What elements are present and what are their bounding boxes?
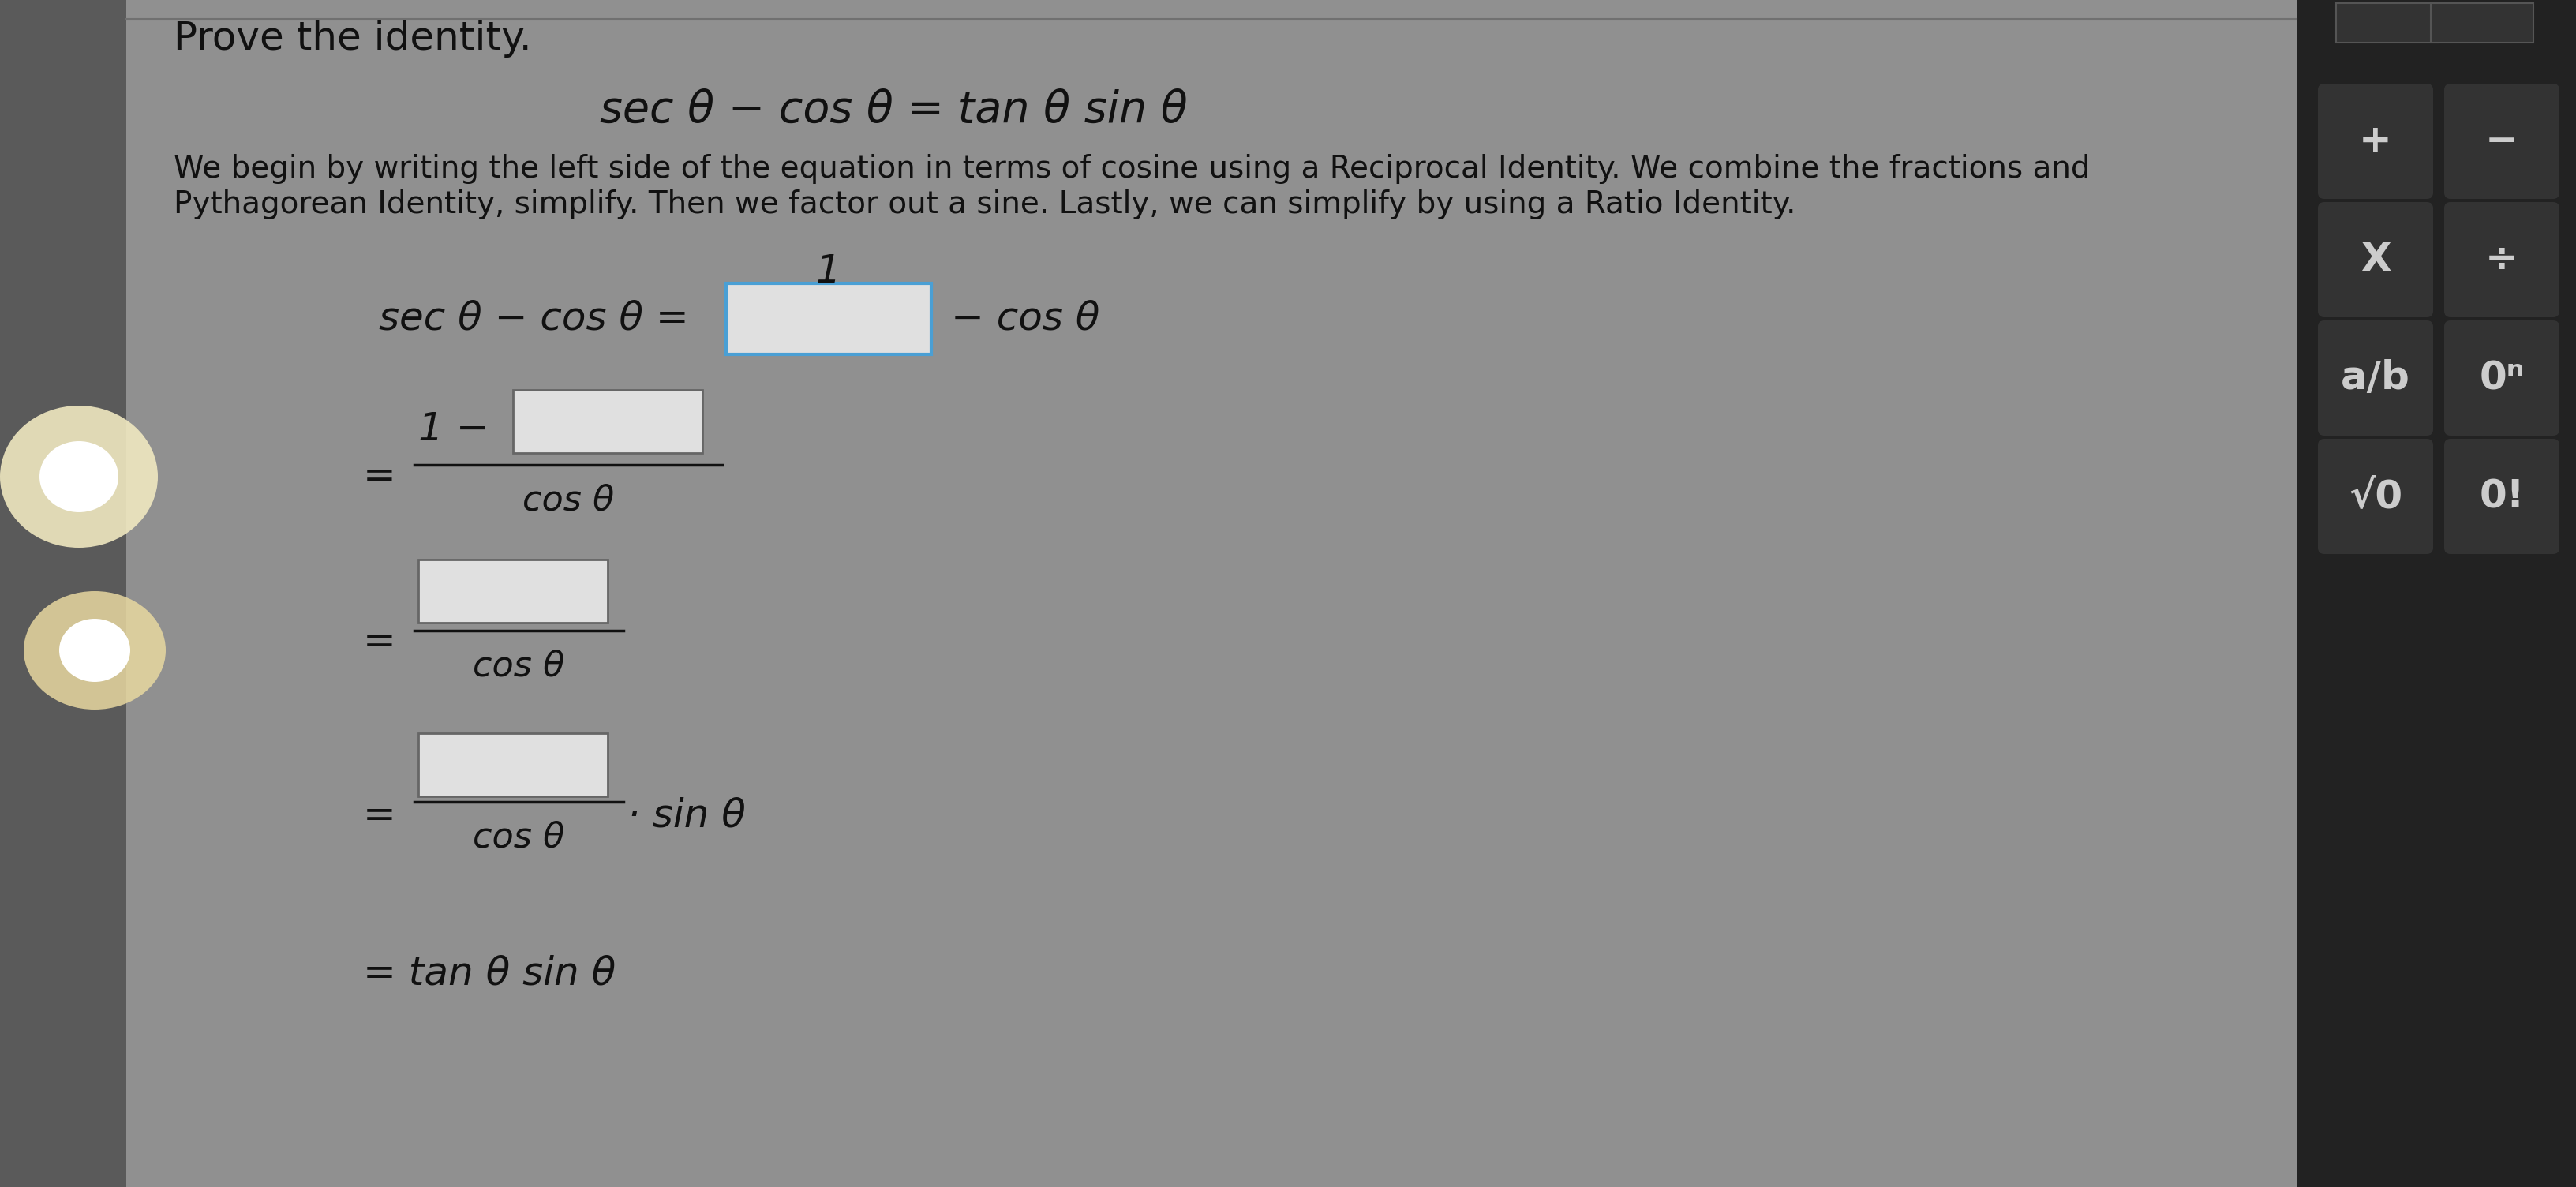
Text: 0!: 0!: [2478, 477, 2524, 515]
Text: −: −: [2486, 122, 2519, 160]
FancyBboxPatch shape: [2445, 202, 2561, 317]
FancyBboxPatch shape: [2318, 439, 2434, 554]
Text: a/b: a/b: [2342, 360, 2411, 396]
Text: = tan θ sin θ: = tan θ sin θ: [363, 956, 616, 992]
Text: We begin by writing the left side of the equation in terms of cosine using a Rec: We begin by writing the left side of the…: [173, 154, 2089, 184]
Text: sec θ − cos θ = tan θ sin θ: sec θ − cos θ = tan θ sin θ: [600, 89, 1188, 131]
FancyBboxPatch shape: [2445, 439, 2561, 554]
Bar: [126, 0, 2298, 1187]
Text: sec θ − cos θ =: sec θ − cos θ =: [379, 300, 688, 338]
Text: · sin θ: · sin θ: [629, 798, 744, 834]
Bar: [726, 284, 933, 355]
Bar: [417, 559, 608, 623]
Bar: [2336, 4, 2439, 43]
Text: =: =: [363, 458, 397, 496]
Text: =: =: [363, 798, 397, 834]
Bar: [0, 0, 237, 1187]
Text: 1: 1: [817, 253, 842, 291]
Text: cos θ: cos θ: [474, 649, 564, 683]
Bar: [2432, 4, 2532, 43]
Text: +: +: [2360, 122, 2393, 160]
Text: Prove the identity.: Prove the identity.: [173, 20, 531, 58]
Ellipse shape: [39, 442, 118, 513]
Bar: [2298, 0, 2576, 1187]
Ellipse shape: [23, 591, 165, 710]
Bar: [417, 734, 608, 796]
FancyBboxPatch shape: [2318, 83, 2434, 199]
FancyBboxPatch shape: [2318, 320, 2434, 436]
Ellipse shape: [59, 618, 131, 681]
Text: 1 −: 1 −: [417, 411, 489, 449]
Bar: [513, 389, 703, 453]
Text: 0ⁿ: 0ⁿ: [2478, 360, 2524, 396]
FancyBboxPatch shape: [2318, 202, 2434, 317]
Text: Pythagorean Identity, simplify. Then we factor out a sine. Lastly, we can simpli: Pythagorean Identity, simplify. Then we …: [173, 190, 1795, 220]
Text: X: X: [2360, 241, 2391, 279]
Ellipse shape: [0, 406, 157, 547]
Text: cos θ: cos θ: [474, 820, 564, 855]
FancyBboxPatch shape: [2445, 320, 2561, 436]
Text: cos θ: cos θ: [523, 483, 613, 518]
Text: =: =: [363, 623, 397, 661]
Text: − cos θ: − cos θ: [951, 300, 1100, 338]
Text: √0: √0: [2349, 477, 2403, 515]
FancyBboxPatch shape: [2445, 83, 2561, 199]
Text: ÷: ÷: [2486, 241, 2519, 279]
